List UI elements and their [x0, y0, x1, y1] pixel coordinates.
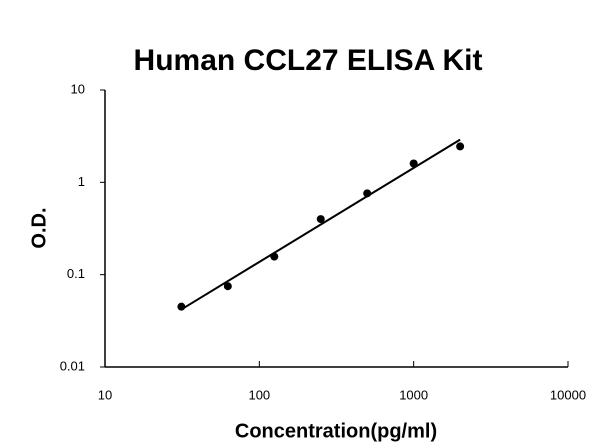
x-axis-label: Concentration(pg/ml) — [235, 420, 437, 442]
x-tick-label: 10000 — [550, 387, 586, 402]
x-tick-label: 1000 — [399, 387, 428, 402]
data-point — [316, 215, 325, 224]
data-point — [270, 252, 279, 261]
y-tick-label: 0.01 — [60, 358, 85, 373]
fit-line — [180, 138, 461, 311]
data-point — [456, 142, 465, 151]
y-tick-label: 1 — [78, 174, 85, 189]
chart-title: Human CCL27 ELISA Kit — [134, 44, 483, 77]
data-point — [177, 302, 186, 311]
data-point — [223, 282, 232, 291]
x-tick-label: 10 — [98, 387, 112, 402]
data-point — [409, 159, 418, 168]
x-tick-label: 100 — [248, 387, 270, 402]
y-tick-label: 0.1 — [67, 266, 85, 281]
y-axis-label: O.D. — [28, 207, 50, 248]
data-point — [363, 189, 372, 198]
y-tick-label: 10 — [71, 81, 85, 96]
